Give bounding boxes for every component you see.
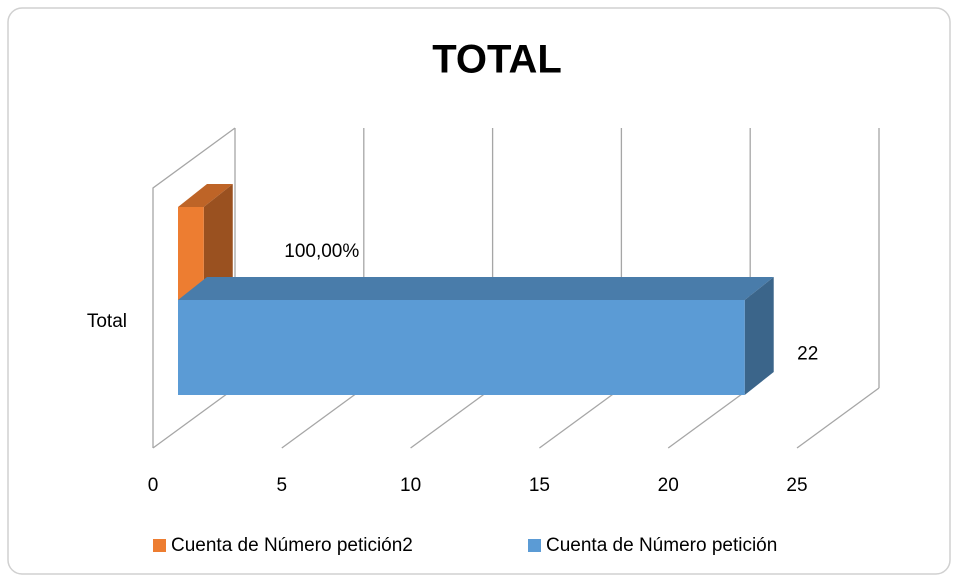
legend-label: Cuenta de Número petición [546,535,777,556]
side-wall [152,127,236,448]
x-tick-label: 10 [400,475,421,496]
bar [178,300,745,395]
bar-side [203,184,233,300]
bar-side [744,277,774,395]
bar-top [178,277,774,300]
floor-line [152,387,236,449]
floor-line [796,387,880,449]
y-tick-label: Total [87,311,127,332]
chart-title: TOTAL [432,38,562,82]
x-tick-label: 20 [658,475,679,496]
floor-line [667,387,751,449]
floor-line [281,387,365,449]
data-label: 100,00% [284,241,359,262]
legend-swatch [153,539,166,552]
legend-swatch [528,539,541,552]
data-label: 22 [797,344,818,365]
x-tick-label: 0 [148,475,159,496]
legend-label: Cuenta de Número petición2 [171,535,413,556]
floor-line [410,387,493,449]
x-tick-label: 25 [786,475,807,496]
bar-top [178,184,233,207]
x-tick-label: 5 [277,475,288,496]
floor-line [539,387,622,449]
x-tick-label: 15 [529,475,550,496]
